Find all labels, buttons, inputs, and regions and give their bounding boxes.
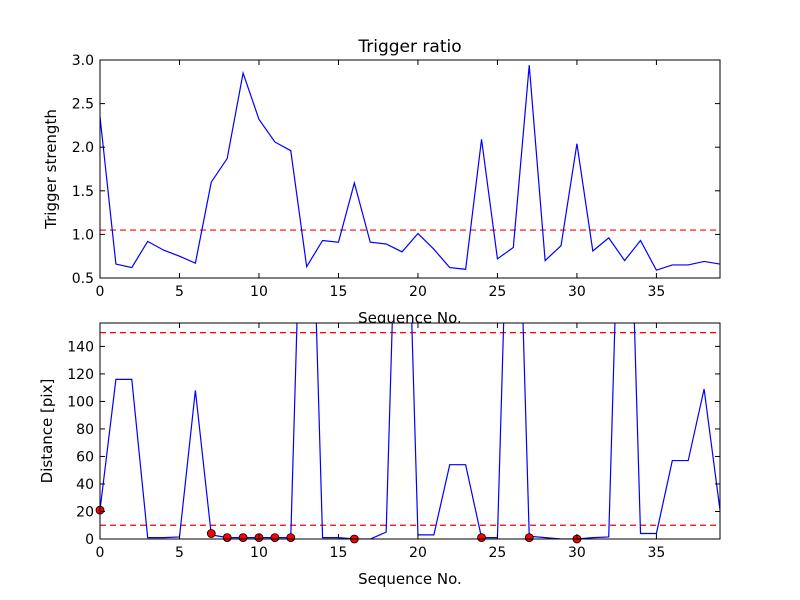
series-line — [100, 65, 720, 271]
x-tick-label: 10 — [250, 545, 268, 561]
y-tick-label: 20 — [76, 504, 94, 520]
y-tick-label: 60 — [76, 449, 94, 465]
y-axis: 0.5 1.0 1.5 2.0 2.5 3.0 — [72, 53, 720, 287]
data-point-marker — [477, 533, 486, 543]
y-tick-label: 100 — [67, 394, 94, 410]
y-tick-label: 1.5 — [72, 184, 94, 200]
x-tick-label: 20 — [409, 284, 427, 300]
y-tick-label: 2.0 — [72, 140, 94, 156]
x-tick-label: 15 — [330, 545, 348, 561]
series-group — [100, 65, 720, 271]
x-tick-label: 25 — [489, 284, 507, 300]
plot-area — [100, 323, 720, 539]
x-axis: 0 5 10 15 20 25 30 35 — [96, 60, 665, 300]
plot-frame — [99, 322, 721, 540]
x-axis: 0 5 10 15 20 25 30 35 — [96, 323, 665, 561]
plot-frame — [99, 59, 721, 279]
data-point-marker — [270, 533, 280, 543]
x-axis-label: Sequence No. — [358, 570, 462, 588]
x-tick-label: 15 — [330, 284, 348, 300]
x-tick-label: 35 — [647, 545, 665, 561]
x-tick-label: 35 — [647, 284, 665, 300]
y-tick-label: 0.5 — [72, 271, 94, 287]
x-tick-label: 0 — [96, 284, 105, 300]
y-tick-label: 120 — [67, 367, 94, 383]
y-tick-label: 3.0 — [72, 53, 94, 69]
y-tick-label: 1.0 — [72, 227, 94, 243]
series-group — [100, 323, 720, 539]
y-tick-label: 80 — [76, 422, 94, 438]
x-tick-label: 30 — [568, 545, 586, 561]
x-tick-label: 0 — [96, 545, 105, 561]
reference-lines — [100, 332, 720, 526]
data-point-marker — [222, 533, 232, 543]
y-tick-label: 0 — [85, 532, 94, 548]
series-line — [100, 323, 720, 539]
data-point-marker — [238, 533, 248, 543]
chart-distance: 0 5 10 15 20 25 30 35 0 20 40 60 80 100 120 140 Sequen… — [38, 322, 721, 588]
y-tick-label: 40 — [76, 477, 94, 493]
x-tick-label: 5 — [175, 284, 184, 300]
data-point-marker — [286, 533, 296, 543]
y-tick-label: 2.5 — [72, 97, 94, 113]
x-tick-label: 30 — [568, 284, 586, 300]
data-point-marker — [524, 533, 534, 543]
x-tick-label: 25 — [489, 545, 507, 561]
chart-title: Trigger ratio — [357, 37, 461, 57]
y-axis: 0 20 40 60 80 100 120 140 — [67, 339, 720, 548]
x-tick-label: 5 — [175, 545, 184, 561]
chart-trigger-ratio: Trigger ratio 0 5 10 15 20 25 30 35 0.5 1.0 1.5 2.… — [42, 37, 721, 327]
y-tick-label: 140 — [67, 339, 94, 355]
y-axis-label: Trigger strength — [42, 109, 60, 230]
y-axis-label: Distance [pix] — [38, 379, 56, 484]
x-tick-label: 20 — [409, 545, 427, 561]
x-tick-label: 10 — [250, 284, 268, 300]
plot-area — [100, 60, 720, 278]
data-point-marker — [206, 529, 216, 538]
